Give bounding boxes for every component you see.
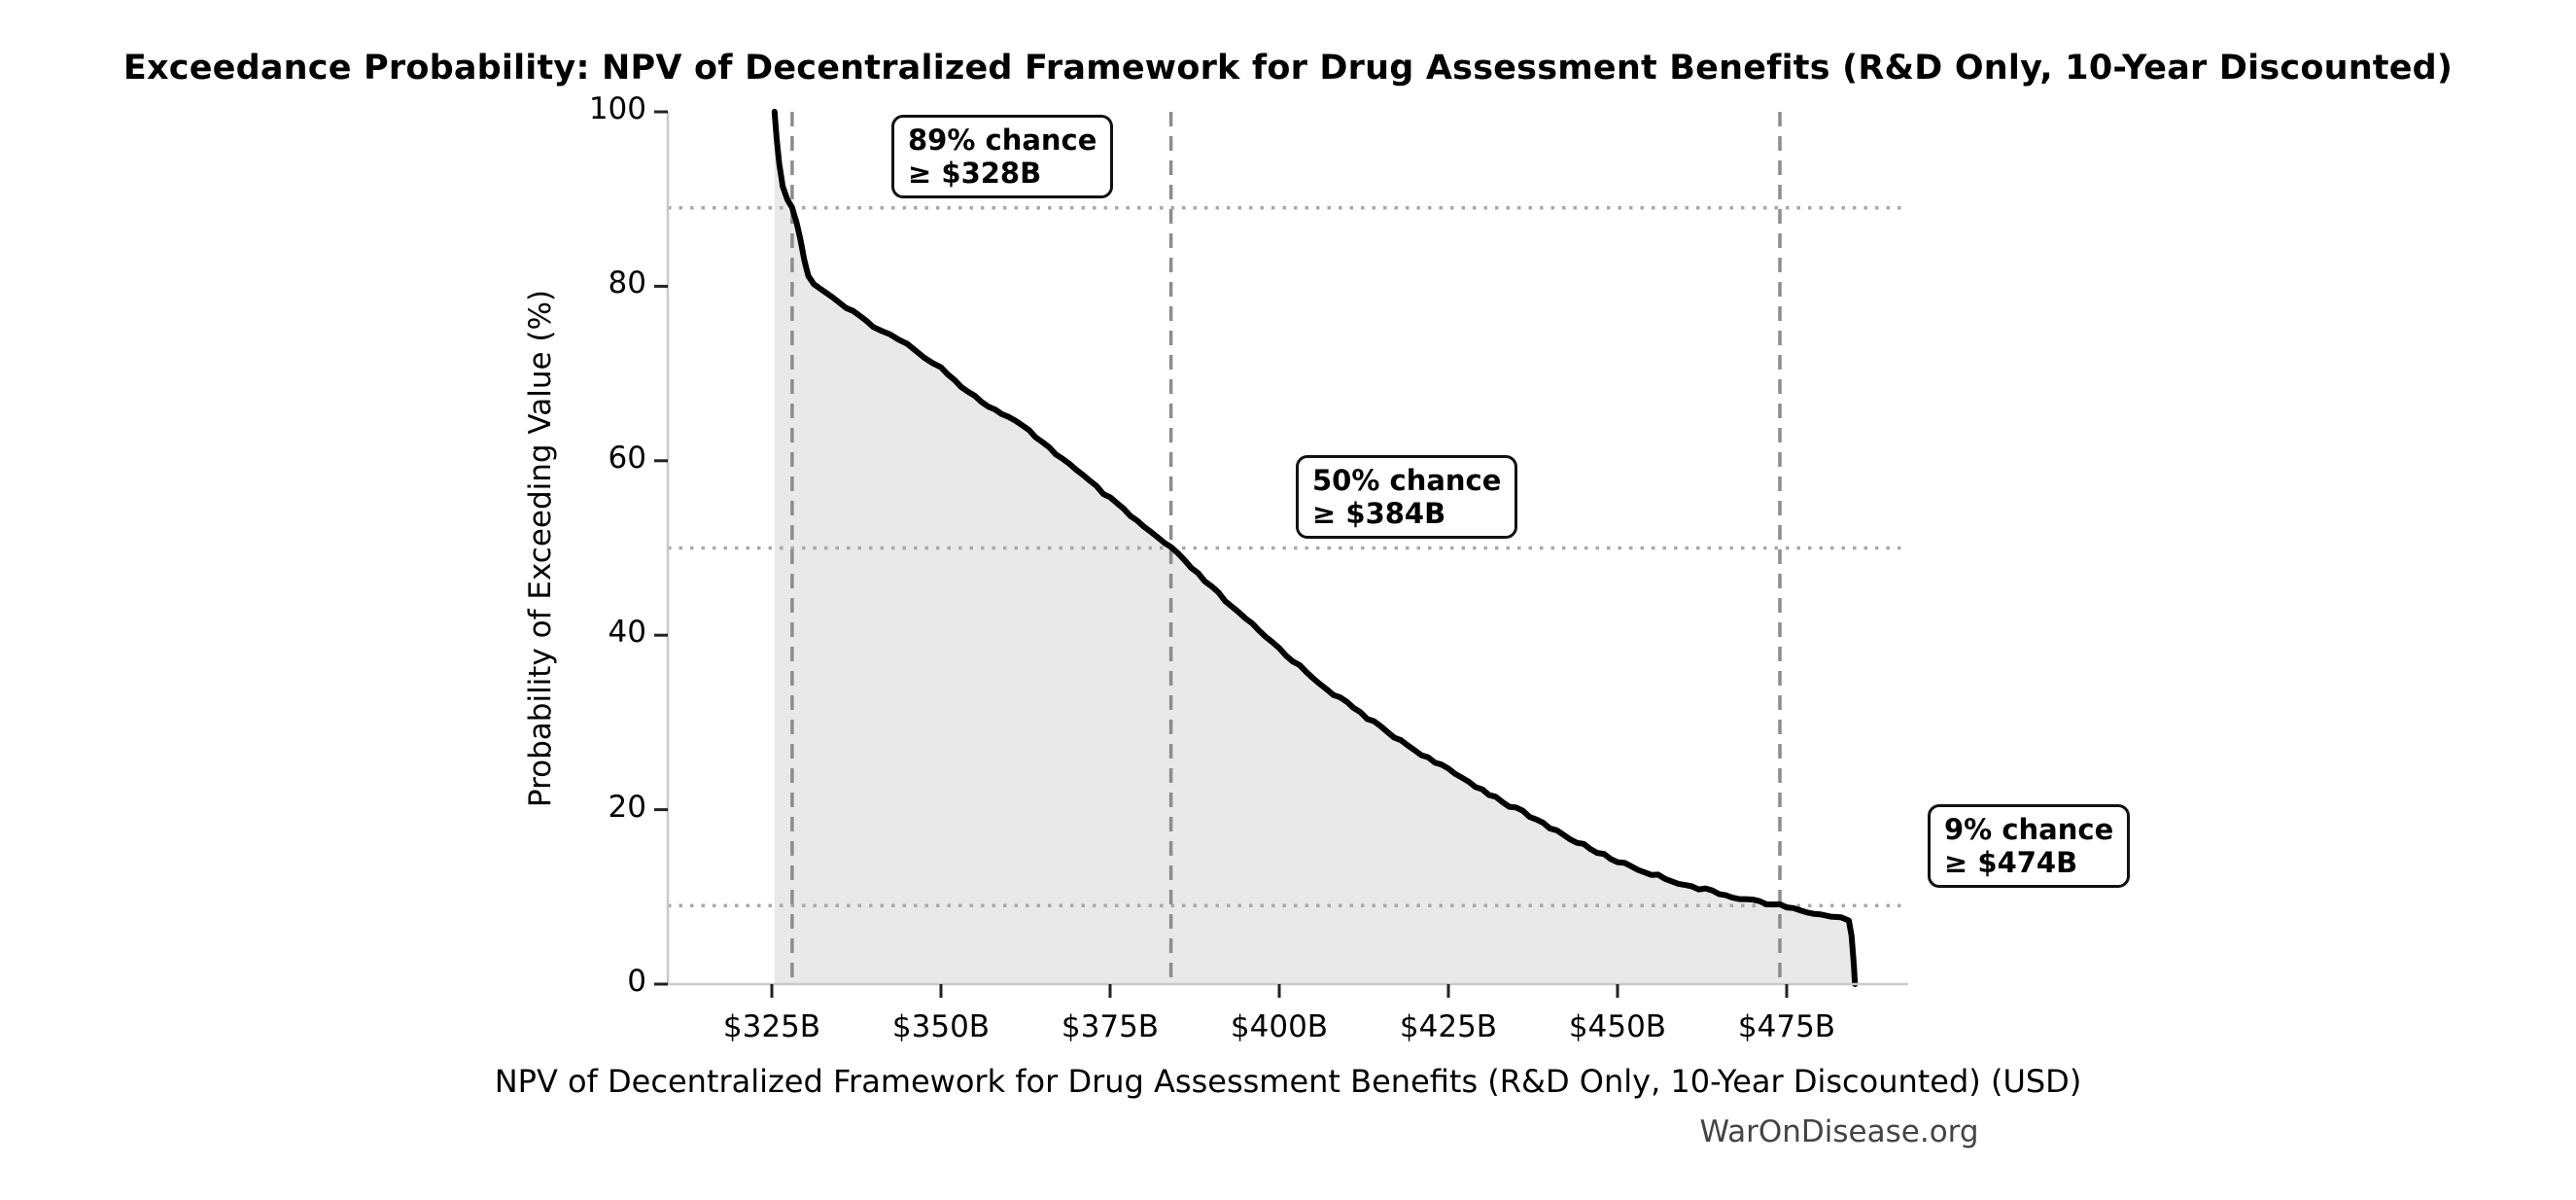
annotation-line: ≥ $474B — [1944, 846, 2078, 879]
x-tick-label: $450B — [1568, 1009, 1667, 1044]
x-tick-label: $325B — [722, 1009, 821, 1044]
exceedance-curve — [771, 108, 1859, 987]
annotation-89-percent: 89% chance ≥ $328B — [891, 115, 1114, 198]
x-tick-label: $400B — [1230, 1009, 1329, 1044]
y-tick-label: 100 — [588, 91, 646, 126]
y-tick-label: 60 — [608, 440, 646, 476]
annotation-line: ≥ $384B — [1312, 497, 1446, 530]
x-tick-label: $475B — [1737, 1009, 1836, 1044]
x-tick-label: $425B — [1399, 1009, 1498, 1044]
x-tick-label: $350B — [891, 1009, 991, 1044]
y-tick-label: 80 — [608, 265, 646, 301]
y-axis-label: Probability of Exceeding Value (%) — [523, 289, 558, 808]
annotation-line: ≥ $328B — [908, 157, 1042, 190]
y-tick-label: 0 — [627, 964, 646, 999]
x-tick-label: $375B — [1061, 1009, 1160, 1044]
annotation-9-percent: 9% chance ≥ $474B — [1928, 804, 2131, 888]
annotation-line: 50% chance — [1312, 464, 1502, 497]
y-tick-label: 40 — [608, 615, 646, 651]
watermark: WarOnDisease.org — [1699, 1114, 1979, 1149]
x-axis-label: NPV of Decentralized Framework for Drug … — [494, 1063, 2082, 1100]
chart-title: Exceedance Probability: NPV of Decentral… — [122, 49, 2454, 88]
annotation-line: 89% chance — [908, 124, 1097, 157]
y-tick-label: 20 — [608, 789, 646, 825]
annotation-50-percent: 50% chance ≥ $384B — [1296, 455, 1518, 539]
annotation-line: 9% chance — [1944, 813, 2114, 846]
curve-area-fill — [774, 111, 1856, 984]
